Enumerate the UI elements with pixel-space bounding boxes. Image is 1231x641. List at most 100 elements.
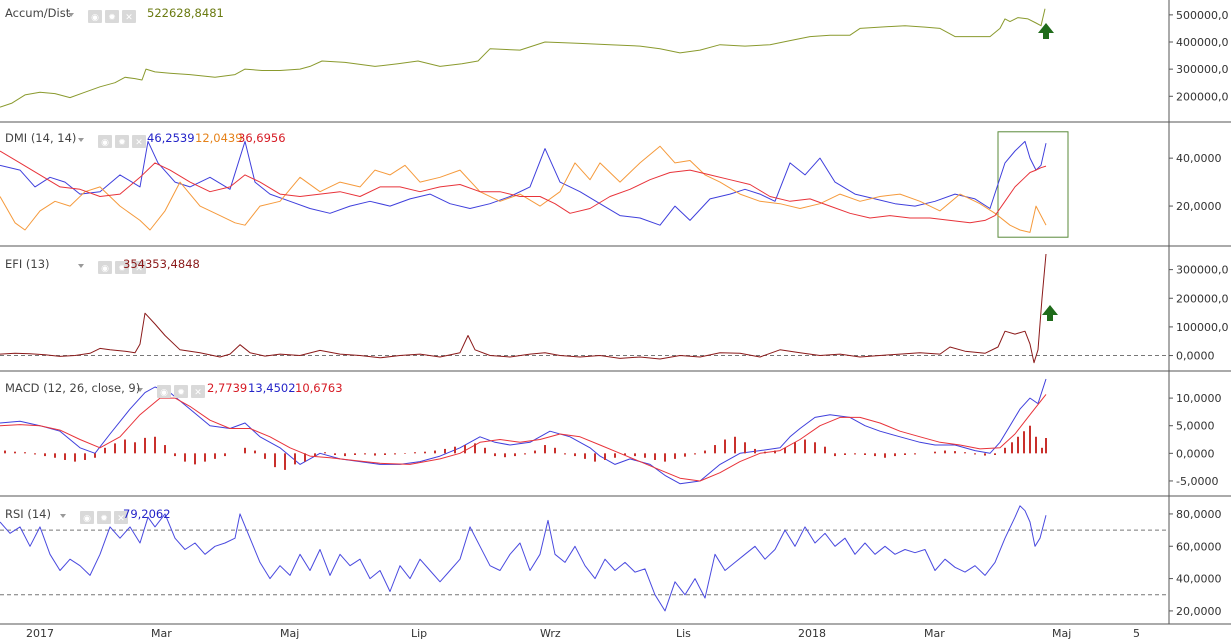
accum-value: 522628,8481 <box>147 6 224 20</box>
eye-icon-glyph: ◉ <box>101 264 109 274</box>
close-icon-glyph: ✕ <box>117 514 125 524</box>
eye-icon[interactable] <box>88 10 102 23</box>
x-label: Lip <box>411 627 427 640</box>
close-icon-glyph: ✕ <box>135 138 143 148</box>
dmi-adx-value: 36,6956 <box>238 131 286 145</box>
x-label: Maj <box>280 627 299 640</box>
dropdown-icon[interactable] <box>68 13 74 17</box>
x-label: Maj <box>1052 627 1071 640</box>
pane-macd[interactable]: 10,0000 5,0000 0,0000 -5,0000 ◉ ✹ ✕ <box>0 378 1231 497</box>
dmi-plus-value: 46,2539 <box>147 131 195 145</box>
legend-controls[interactable]: ◉ ✹ ✕ <box>78 261 146 274</box>
annotation-arrows <box>1038 23 1058 321</box>
y-tick-label: 60,0000 <box>1176 540 1222 553</box>
y-tick-label: 500000,0 <box>1176 9 1229 22</box>
x-label: 5 <box>1133 627 1140 640</box>
y-tick-label: 40,0000 <box>1176 573 1222 586</box>
close-icon-glyph: ✕ <box>125 13 133 23</box>
eye-icon-glyph: ◉ <box>160 388 168 398</box>
dropdown-icon[interactable] <box>78 138 84 142</box>
pane-accum[interactable]: 500000,0 400000,0 300000,0 200000,0 ◉ ✹ ✕ <box>0 8 1231 123</box>
y-tick-label: -5,0000 <box>1176 475 1218 488</box>
x-axis: 2017 Mar Maj Lip Wrz Lis 2018 Mar Maj 5 <box>0 623 1231 640</box>
x-label: Mar <box>924 627 945 640</box>
settings-icon-glyph: ✹ <box>100 514 108 524</box>
macd-line-value: 13,4502 <box>248 381 296 395</box>
dropdown-icon[interactable] <box>78 264 84 268</box>
x-label: Lis <box>676 627 691 640</box>
dropdown-icon[interactable] <box>137 388 143 392</box>
pane-efi[interactable]: 300000,0 200000,0 100000,0 0,0000 ◉ ✹ ✕ <box>0 253 1231 372</box>
y-tick-label: 40,0000 <box>1176 152 1222 165</box>
settings-icon-glyph: ✹ <box>118 138 126 148</box>
adx-line <box>0 150 1047 224</box>
rsi-title: RSI (14) <box>5 507 51 521</box>
settings-icon-glyph: ✹ <box>108 13 116 23</box>
pane-rsi[interactable]: 80,0000 60,0000 40,0000 20,0000 ◉ ✹ ✕ <box>0 505 1222 618</box>
legend-controls[interactable]: ◉ ✹ ✕ <box>78 135 146 148</box>
eye-icon-glyph: ◉ <box>91 13 99 23</box>
close-icon[interactable] <box>132 135 146 148</box>
y-tick-label: 300000,0 <box>1176 63 1229 76</box>
efi-line <box>0 253 1047 364</box>
settings-icon[interactable] <box>105 10 119 23</box>
up-arrow-icon <box>1038 23 1054 39</box>
settings-icon-glyph: ✹ <box>118 264 126 274</box>
legend-controls[interactable]: ◉ ✹ ✕ <box>60 511 128 524</box>
dmi-minus-value: 12,0439 <box>195 131 243 145</box>
signal-line <box>0 394 1047 482</box>
settings-icon[interactable] <box>174 385 188 398</box>
y-tick-label: 200000,0 <box>1176 90 1229 103</box>
efi-value: 354353,4848 <box>123 257 200 271</box>
close-icon[interactable] <box>191 385 205 398</box>
legend-controls[interactable]: ◉ ✹ ✕ <box>137 385 205 398</box>
y-tick-label: 20,0000 <box>1176 605 1222 618</box>
settings-icon[interactable] <box>115 261 129 274</box>
x-label: 2018 <box>798 627 826 640</box>
legend-macd: MACD (12, 26, close, 9) 2,7739 13,4502 1… <box>5 381 343 395</box>
legend-dmi: DMI (14, 14) 46,2539 12,0439 36,6956 <box>5 131 286 145</box>
eye-icon-glyph: ◉ <box>83 514 91 524</box>
legend-rsi: RSI (14) 79,2062 <box>5 507 171 521</box>
dmi-title: DMI (14, 14) <box>5 131 76 145</box>
up-arrow-icon <box>1042 305 1058 321</box>
settings-icon[interactable] <box>115 135 129 148</box>
dropdown-icon[interactable] <box>60 514 66 518</box>
y-tick-label: 400000,0 <box>1176 36 1229 49</box>
y-tick-label: 10,0000 <box>1176 392 1222 405</box>
macd-title: MACD (12, 26, close, 9) <box>5 381 140 395</box>
y-tick-label: 5,0000 <box>1176 420 1215 433</box>
eye-icon[interactable] <box>98 261 112 274</box>
close-icon-glyph: ✕ <box>135 264 143 274</box>
y-tick-label: 300000,0 <box>1176 264 1229 277</box>
accum-title: Accum/Dist <box>5 6 71 20</box>
close-icon-glyph: ✕ <box>194 388 202 398</box>
y-tick-label: 100000,0 <box>1176 321 1229 334</box>
rsi-value: 79,2062 <box>123 507 171 521</box>
close-icon[interactable] <box>114 511 128 524</box>
eye-icon[interactable] <box>98 135 112 148</box>
x-label: 2017 <box>26 627 54 640</box>
eye-icon[interactable] <box>157 385 171 398</box>
y-tick-label: 80,0000 <box>1176 508 1222 521</box>
di-line <box>0 145 1047 233</box>
close-icon[interactable] <box>132 261 146 274</box>
x-label: Wrz <box>540 627 561 640</box>
eye-icon-glyph: ◉ <box>101 138 109 148</box>
settings-icon[interactable] <box>97 511 111 524</box>
macd-line <box>0 378 1047 485</box>
y-tick-label: 20,0000 <box>1176 200 1222 213</box>
accum-line <box>0 8 1046 108</box>
eye-icon[interactable] <box>80 511 94 524</box>
pane-dmi[interactable]: 40,0000 20,0000 ◉ ✹ ✕ <box>0 131 1231 247</box>
legend-efi: EFI (13) 354353,4848 <box>5 257 200 271</box>
y-tick-label: 200000,0 <box>1176 292 1229 305</box>
y-tick-label: 0,0000 <box>1176 350 1215 363</box>
close-icon[interactable] <box>122 10 136 23</box>
legend-controls[interactable]: ◉ ✹ ✕ <box>68 10 136 23</box>
rsi-line <box>0 505 1047 612</box>
efi-title: EFI (13) <box>5 257 50 271</box>
